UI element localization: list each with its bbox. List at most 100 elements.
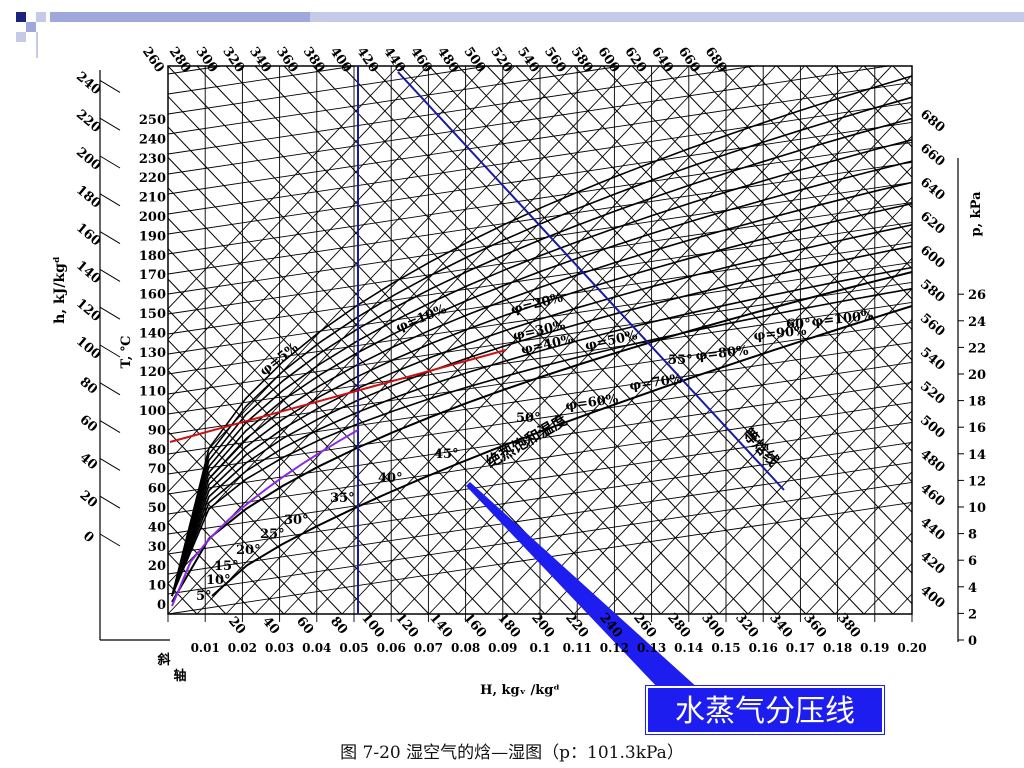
rh-curve: [171, 139, 913, 597]
h-right-tick-label: 580: [917, 277, 947, 306]
rh-curve: [171, 202, 913, 597]
p-tick-label: 8: [968, 528, 977, 543]
enthalpy-line: [486, 65, 913, 513]
vapor-pressure-curve: [211, 305, 913, 597]
enthalpy-line: [805, 65, 913, 178]
rh-curve: [171, 245, 913, 597]
diag-line: [689, 380, 913, 615]
t-tick-label: 100: [139, 404, 166, 419]
h-right-tick-label: 600: [917, 243, 947, 272]
diag-line: [747, 441, 913, 615]
t-tick-label: 70: [148, 462, 166, 477]
adiabatic-temp-label: 60°: [786, 317, 811, 332]
red-line: [169, 349, 507, 443]
p-tick-label: 10: [968, 501, 986, 516]
h-left-tick: [99, 79, 121, 93]
rh-curve: [171, 96, 913, 597]
h-left-tick-label: 120: [73, 296, 103, 325]
isotherm-line: [167, 301, 913, 415]
enthalpy-line: [428, 65, 913, 574]
deco-square-dark: [16, 12, 26, 22]
h-left-tick-label: 40: [76, 450, 100, 473]
enthalpy-line: [602, 65, 913, 391]
h-top-tick-label: 540: [514, 45, 542, 76]
isotherm-line: [167, 201, 913, 315]
diag-line: [167, 65, 457, 371]
t-tick-label: 220: [139, 171, 166, 186]
t-tick-label: 120: [139, 365, 166, 380]
adiabatic-temp-label: 5°: [196, 589, 212, 604]
t-tick-label: 170: [139, 268, 166, 283]
rh-curve: [171, 266, 913, 597]
isotherm-line: [167, 161, 913, 275]
h-bottom-tick-label: 40: [259, 614, 282, 638]
h-left-tick: [99, 344, 121, 358]
p-tick-label: 18: [968, 395, 986, 410]
enthalpy-line: [457, 65, 913, 544]
adiabatic-temp-label: 45°: [434, 447, 459, 462]
p-tick-label: 14: [968, 448, 986, 463]
x-tick-label: 0.13: [637, 641, 666, 655]
slide-decoration: [16, 12, 1024, 58]
t-tick-label: 160: [139, 288, 166, 303]
p-tick-label: 4: [968, 581, 977, 596]
isotherm-line: [167, 65, 489, 115]
chart-labels: 0.01 0.02 0.03 0.04 0.05 0.06 0.07 0.08 0.09 0.1 0…: [52, 45, 986, 698]
t-tick-label: 130: [139, 346, 166, 361]
adiabatic-temp-label: 50°: [516, 411, 541, 426]
t-tick-label: 80: [148, 443, 166, 458]
h-top-tick-label: 320: [219, 45, 247, 76]
diag-line: [776, 471, 913, 615]
x-tick-label: 0.19: [860, 641, 889, 655]
x-tick-label: 0.09: [488, 641, 517, 655]
isotherm-line: [167, 181, 913, 295]
x-tick-label: 0.05: [339, 641, 368, 655]
h-bottom-tick-label: 140: [426, 611, 455, 641]
enthalpy-line: [660, 65, 913, 330]
h-left-tick-label: 100: [73, 334, 103, 363]
t-tick-label: 40: [148, 520, 166, 535]
diag-line: [167, 65, 399, 310]
purple-curve: [171, 429, 359, 607]
isotherm-line: [167, 281, 913, 395]
enthalpy-line: [399, 65, 913, 604]
isotherm-line: [167, 441, 913, 555]
diag-line: [602, 288, 913, 615]
h-right-tick-label: 400: [917, 583, 947, 612]
deco-square-light: [16, 32, 26, 42]
rh-label: φ=60%: [564, 392, 619, 414]
h-right-tick-label: 620: [917, 209, 947, 238]
x-tick-label: 0.17: [786, 641, 815, 655]
x-tick-label: 0.08: [451, 641, 480, 655]
x-tick-label: 0.01: [191, 641, 220, 655]
diag-line: [167, 65, 428, 340]
rh-curve: [171, 224, 913, 597]
diag-line: [486, 166, 913, 615]
h-bottom-tick-label: 200: [528, 611, 557, 641]
adiabatic-temp-label: 35°: [330, 491, 355, 506]
p-tick-label: 24: [968, 315, 986, 330]
t-tick-label: 0: [157, 598, 166, 613]
t-tick-label: 30: [148, 540, 166, 555]
diag-line: [225, 65, 747, 615]
t-tick-label: 110: [139, 385, 166, 400]
t-tick-label: 190: [139, 229, 166, 244]
isotherm-line: [167, 65, 622, 135]
h-right-tick-label: 440: [917, 515, 947, 544]
h-right-tick-label: 540: [917, 345, 947, 374]
diag-line: [370, 65, 892, 615]
h-top-tick-label: 660: [675, 45, 703, 76]
x-tick-label: 0.16: [749, 641, 778, 655]
h-left-tick-label: 180: [73, 183, 103, 212]
h-left-tick: [99, 420, 121, 434]
h-left-tick: [99, 306, 121, 320]
callout-label: 水蒸气分压线: [645, 685, 885, 735]
p-tick-label: 26: [968, 288, 986, 303]
h-top-tick-label: 340: [246, 45, 274, 76]
h-bottom-tick-label: 300: [698, 611, 727, 641]
h-left-tick: [99, 457, 121, 471]
isotherm-line: [167, 101, 913, 215]
diag-line: [457, 135, 913, 615]
h-top-tick-label: 560: [541, 45, 569, 76]
h-left-tick: [99, 155, 121, 169]
